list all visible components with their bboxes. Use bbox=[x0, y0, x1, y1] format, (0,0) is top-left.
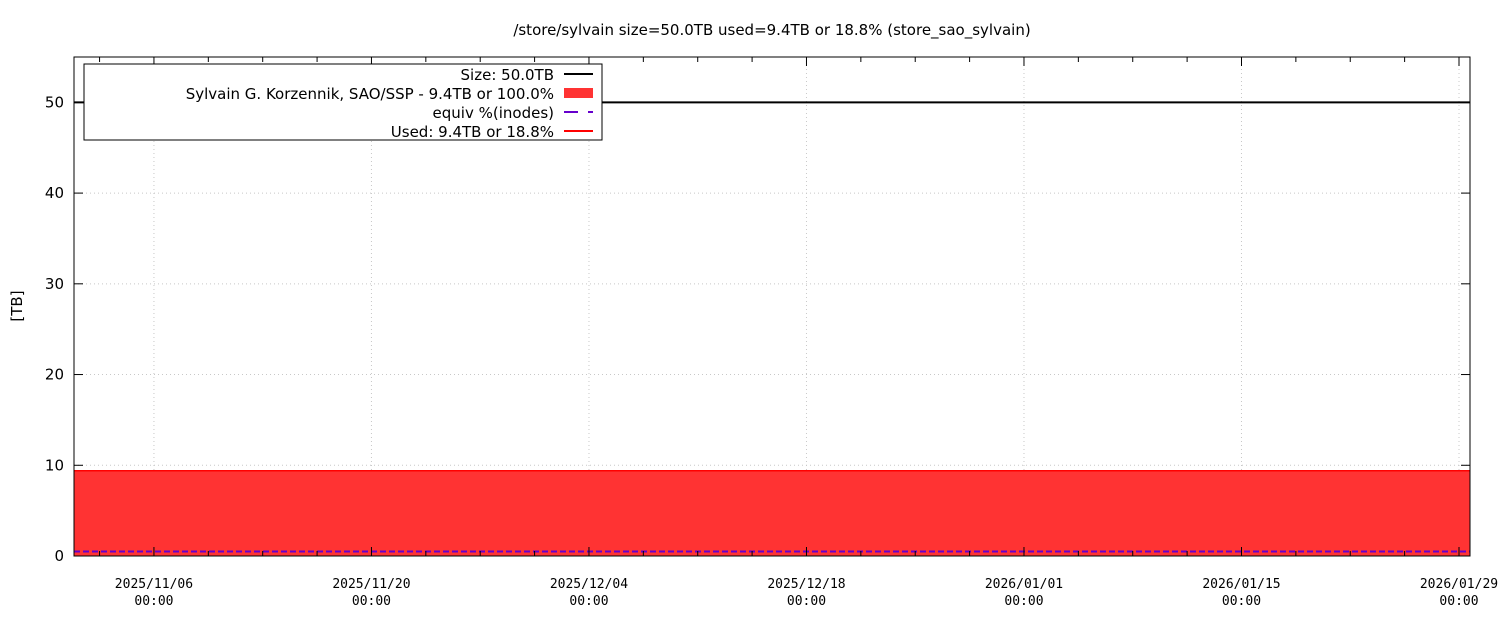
x-tick-label-date: 2025/12/04 bbox=[550, 577, 628, 592]
x-tick-label-date: 2026/01/15 bbox=[1202, 577, 1280, 592]
y-tick-label: 30 bbox=[45, 275, 64, 293]
area-series-1 bbox=[74, 470, 1470, 556]
plot-marks bbox=[74, 101, 1470, 556]
x-tick-label-time: 00:00 bbox=[1222, 594, 1261, 609]
axes: 0 10 20 30 40 50 2025/11/06 00:00 2025/11/20 00:0… bbox=[45, 56, 1498, 609]
x-tick-label-time: 00:00 bbox=[569, 594, 608, 609]
x-tick-label-date: 2026/01/01 bbox=[985, 577, 1063, 592]
y-axis-label: [TB] bbox=[8, 290, 26, 321]
chart-title: /store/sylvain size=50.0TB used=9.4TB or… bbox=[513, 21, 1030, 40]
x-tick-label-date: 2025/11/06 bbox=[115, 577, 193, 592]
y-tick-label: 40 bbox=[45, 184, 64, 202]
x-tick-label-time: 00:00 bbox=[134, 594, 173, 609]
y-tick-label: 0 bbox=[54, 547, 64, 565]
legend-box bbox=[83, 63, 603, 141]
y-tick-label: 20 bbox=[45, 366, 64, 384]
legend-swatch bbox=[564, 88, 593, 98]
x-tick-label-time: 00:00 bbox=[1439, 594, 1478, 609]
x-tick-label-time: 00:00 bbox=[787, 594, 826, 609]
y-tick-label: 50 bbox=[45, 93, 64, 111]
x-tick-label-time: 00:00 bbox=[352, 594, 391, 609]
x-tick-label-time: 00:00 bbox=[1004, 594, 1043, 609]
plot-frame bbox=[73, 56, 1471, 557]
x-tick-label-date: 2026/01/29 bbox=[1420, 577, 1498, 592]
legend-label: equiv %(inodes) bbox=[433, 104, 554, 122]
x-tick-label-date: 2025/12/18 bbox=[767, 577, 845, 592]
legend-label: Sylvain G. Korzennik, SAO/SSP - 9.4TB or… bbox=[186, 85, 554, 103]
y-tick-label: 10 bbox=[45, 456, 64, 474]
x-tick-label-date: 2025/11/20 bbox=[332, 577, 410, 592]
legend-label: Size: 50.0TB bbox=[461, 66, 554, 84]
legend-label: Used: 9.4TB or 18.8% bbox=[391, 123, 554, 141]
